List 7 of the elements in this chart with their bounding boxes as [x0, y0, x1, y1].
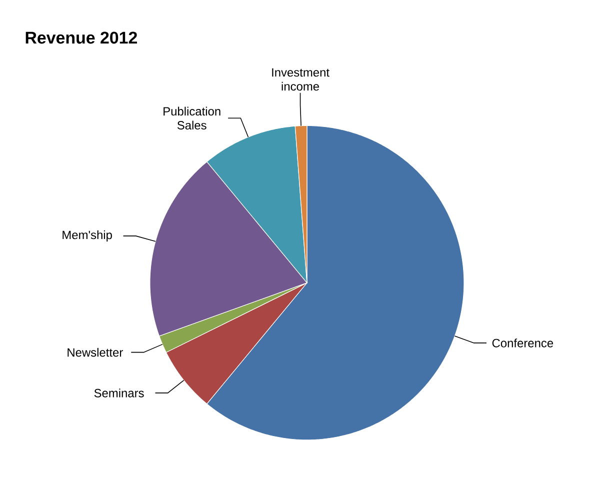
slice-label: Publication Sales: [164, 106, 220, 130]
slice-label: Newsletter: [68, 348, 123, 357]
slice-label: Conference: [492, 338, 554, 348]
slice-label: Seminars: [94, 388, 144, 398]
slice-label: Mem'ship: [62, 230, 112, 242]
slice-label: Investment income: [272, 68, 330, 91]
chart-title: Revenue 2012: [26, 32, 137, 44]
